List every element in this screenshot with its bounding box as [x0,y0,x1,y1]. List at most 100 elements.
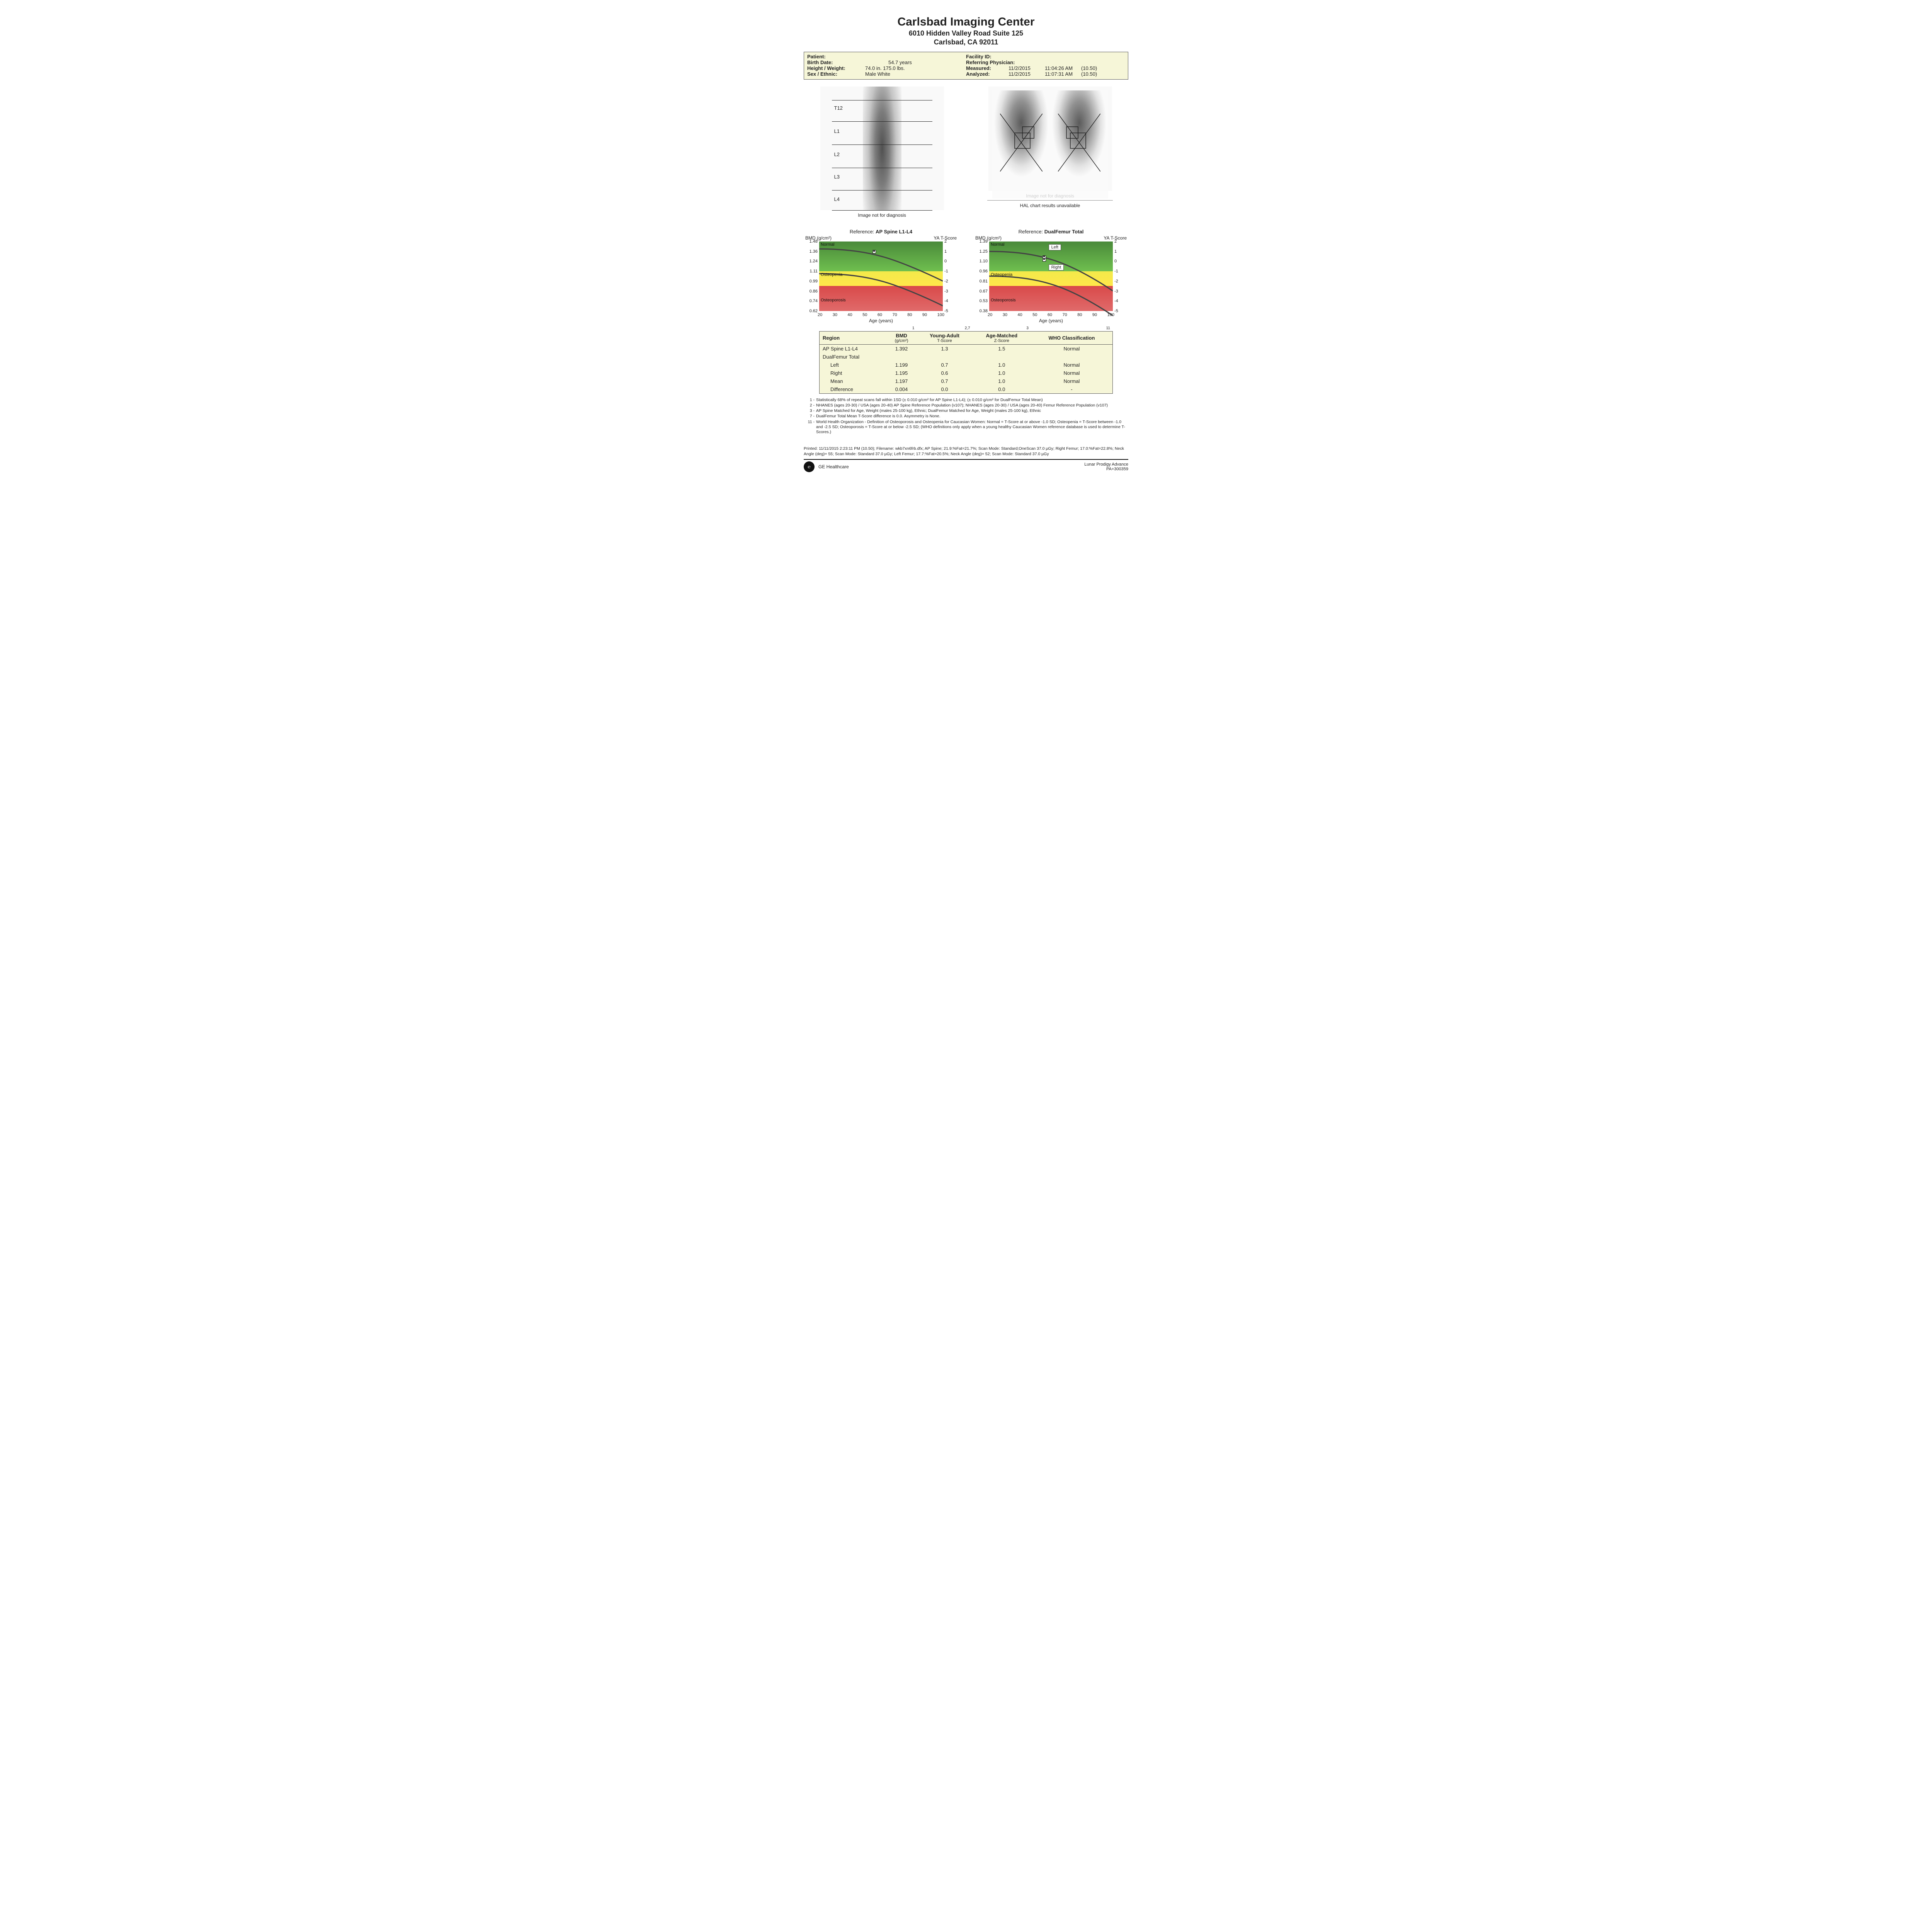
table-row: Right1.1950.61.0Normal [820,369,1113,377]
table-row: Mean1.1970.71.0Normal [820,377,1113,385]
analyzed-ver: (10.50) [1081,71,1112,77]
footnote-text: DualFemur Total Mean T-Score difference … [816,414,1125,419]
col-zscore: 3 Age-Matched Z-Score [973,332,1031,345]
table-row: Difference0.0040.00.0- [820,385,1113,394]
footnote-text: NHANES (ages 20-30) / USA (ages 20-40) A… [816,403,1125,408]
chart-femur-curve-icon [989,242,1113,365]
charts-row: Reference: AP Spine L1-L4 BMD (g/cm²) YA… [804,229,1128,323]
col-tscore: 2,7 Young-Adult T-Score [917,332,972,345]
band-normal-label: Normal [991,242,1004,247]
patient-value [865,54,966,60]
cell-bmd: 1.195 [886,369,917,377]
cell-t: 0.6 [917,369,972,377]
femur-divider [987,200,1113,201]
cell-who: - [1031,385,1113,394]
footnote-num: 1 - [807,398,816,403]
refphys-value [1024,60,1125,65]
chart-spine-yticks-left: 1.48 1.36 1.24 1.11 0.99 0.86 0.74 0.62 [804,242,818,311]
footnote-text: World Health Organization - Definition o… [816,420,1125,435]
chart-femur-title: Reference: DualFemur Total [974,229,1128,235]
measured-date: 11/2/2015 [1009,65,1039,71]
measured-ver: (10.50) [1081,65,1112,71]
ge-text: GE Healthcare [818,464,849,469]
hw-value: 74.0 in. 175.0 lbs. [865,65,966,71]
footnote-row: 3 -AP Spine Matched for Age, Weight (mal… [807,408,1125,413]
footer-divider [804,459,1128,460]
femur-roi-right-icon [1058,114,1100,172]
measured-label: Measured: [966,65,1009,71]
cell-t: 0.7 [917,377,972,385]
birth-label: Birth Date: [807,60,865,65]
cell-t: 0.0 [917,385,972,394]
col-region: Region [820,332,886,345]
analyzed-label: Analyzed: [966,71,1009,77]
cell-region: Mean [820,377,886,385]
footnote-text: Statistically 68% of repeat scans fall w… [816,398,1125,403]
spine-level-l1: L1 [834,128,840,134]
chart-spine-title: Reference: AP Spine L1-L4 [804,229,958,235]
cell-region: Difference [820,385,886,394]
facility-address-2: Carlsbad, CA 92011 [804,38,1128,46]
facility-address-1: 6010 Hidden Valley Road Suite 125 [804,29,1128,37]
band-osteoporosis-label: Osteoporosis [991,298,1016,303]
chart-femur-area: Normal Osteopenia Osteoporosis Left Righ… [989,242,1113,311]
chart-spine-curve-icon [819,242,943,365]
footer-bar: ℮ GE Healthcare Lunar Prodigy Advance PA… [804,461,1128,472]
spine-level-l2: L2 [834,151,840,157]
device-info: Lunar Prodigy Advance PA+300359 [1084,462,1128,471]
hw-label: Height / Weight: [807,65,865,71]
patient-label: Patient: [807,54,865,60]
patient-info-panel: Patient: Facility ID: Birth Date: 54.7 y… [804,52,1128,80]
birth-value: 54.7 years [865,60,966,65]
footnote-row: 7 -DualFemur Total Mean T-Score differen… [807,414,1125,419]
legend-right: Right [1049,264,1064,270]
femur-note-2: HAL chart results unavailable [972,203,1128,208]
col-who: 11 WHO Classification [1031,332,1113,345]
femur-image-block: Image not for diagnosis HAL chart result… [972,87,1128,218]
analyzed-time: 11:07:31 AM [1045,71,1076,77]
cell-bmd: 0.004 [886,385,917,394]
facility-id-value [1024,54,1125,60]
spine-scan-image: T12 L1 L2 L3 L4 [820,87,944,210]
measured-time: 11:04:26 AM [1045,65,1076,71]
spine-level-l4: L4 [834,196,840,202]
footnote-num: 7 - [807,414,816,419]
print-info: Printed: 11/11/2015 2:23:11 PM (10.50); … [804,446,1128,457]
footnote-row: 2 -NHANES (ages 20-30) / USA (ages 20-40… [807,403,1125,408]
scan-images-row: T12 L1 L2 L3 L4 Image not for diagnosis [804,87,1128,218]
cell-who: Normal [1031,377,1113,385]
femur-scan-image [988,87,1112,191]
band-normal-label: Normal [821,242,834,247]
band-osteoporosis-label: Osteoporosis [821,298,846,303]
footnote-text: AP Spine Matched for Age, Weight (males … [816,408,1125,413]
ge-logo: ℮ GE Healthcare [804,461,849,472]
report-header: Carlsbad Imaging Center 6010 Hidden Vall… [804,15,1128,46]
spine-level-l3: L3 [834,174,840,180]
refphys-label: Referring Physician: [966,60,1024,65]
footnote-row: 11 -World Health Organization - Definiti… [807,420,1125,435]
cell-bmd: 1.197 [886,377,917,385]
femur-roi-left-icon [1000,114,1043,172]
footnote-row: 1 -Statistically 68% of repeat scans fal… [807,398,1125,403]
device-serial: PA+300359 [1084,467,1128,471]
chart-spine-area: Normal Osteopenia Osteoporosis 1.48 1.36… [819,242,943,311]
chart-spine-marker [872,250,876,253]
footnote-num: 3 - [807,408,816,413]
band-osteopenia-label: Osteopenia [991,272,1012,277]
legend-left: Left [1049,244,1061,250]
footnote-num: 2 - [807,403,816,408]
sex-value: Male White [865,71,966,77]
cell-who: Normal [1031,369,1113,377]
col-bmd: 1 BMD (g/cm²) [886,332,917,345]
cell-z: 1.0 [973,369,1031,377]
ge-logo-icon: ℮ [804,461,815,472]
chart-femur-yticks-right: 2 1 0 -1 -2 -3 -4 -5 [1114,242,1124,311]
spine-level-t12: T12 [834,105,843,111]
band-osteopenia-label: Osteopenia [821,272,842,277]
footnotes: 1 -Statistically 68% of repeat scans fal… [807,398,1125,435]
chart-femur: Reference: DualFemur Total BMD (g/cm²) Y… [974,229,1128,323]
cell-z: 0.0 [973,385,1031,394]
facility-title: Carlsbad Imaging Center [804,15,1128,29]
sex-label: Sex / Ethnic: [807,71,865,77]
chart-femur-marker-right [1043,258,1046,262]
